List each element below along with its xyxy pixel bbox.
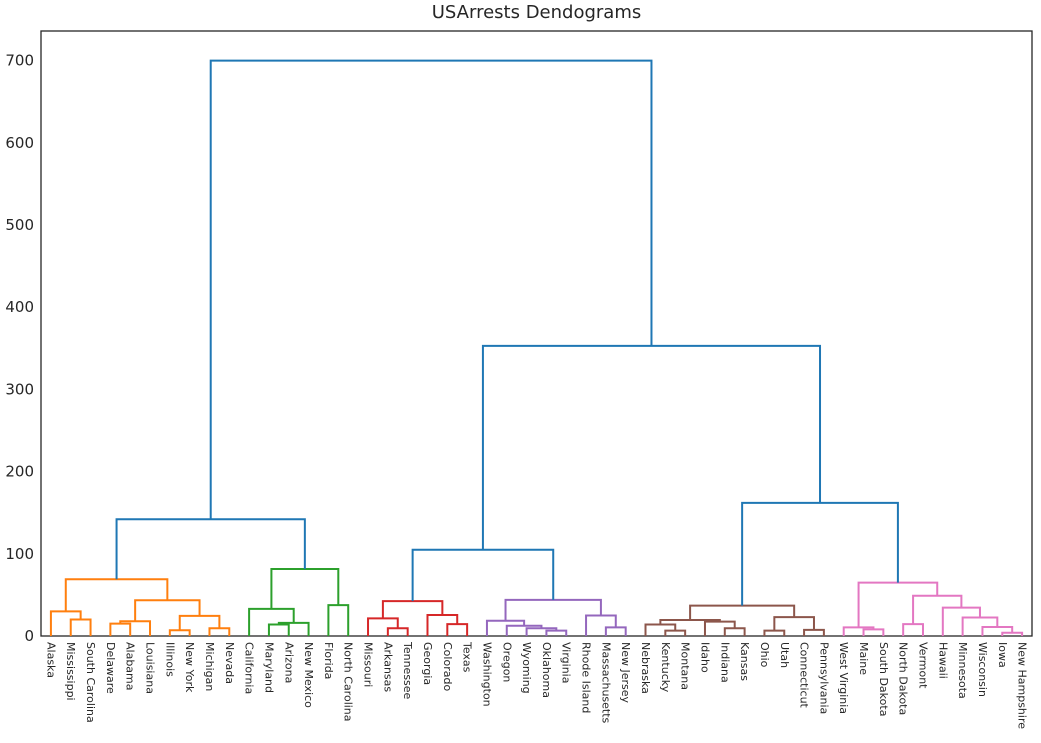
x-tick-label: Indiana [718, 642, 731, 683]
x-tick-label: Arkansas [381, 642, 394, 692]
dendrogram-link [485, 619, 526, 636]
x-tick-label: New Mexico [302, 642, 315, 708]
dendrogram-link [69, 618, 92, 636]
x-tick-label: Georgia [421, 642, 434, 685]
y-tick-label: 100 [5, 545, 34, 563]
x-tick-label: Kansas [738, 642, 751, 681]
dendrogram-link [525, 627, 558, 636]
x-tick-label: Iowa [996, 642, 1009, 668]
x-tick-label: New Hampshire [1016, 642, 1029, 729]
x-tick-label: Nebraska [639, 642, 652, 694]
x-tick-label: North Carolina [342, 642, 355, 722]
x-tick-label: Illinois [163, 642, 176, 677]
dendrogram-link [426, 614, 459, 636]
dendrogram-link [857, 581, 939, 628]
dendrogram-link [723, 627, 746, 636]
dendrogram-link [763, 629, 786, 636]
y-tick-label: 700 [5, 52, 34, 70]
y-tick-label: 300 [5, 380, 34, 398]
x-tick-label: Delaware [104, 642, 117, 694]
x-tick-label: Missouri [362, 642, 375, 687]
dendrogram-link [902, 623, 924, 636]
dendrogram-link [773, 616, 815, 631]
x-tick-label: New York [183, 642, 196, 693]
dendrogram-link [411, 548, 555, 602]
chart-title: USArrests Dendograms [431, 2, 642, 23]
dendrogram-link [327, 604, 350, 636]
x-tick-label: Louisiana [144, 642, 157, 694]
x-tick-label: Alaska [44, 642, 57, 678]
dendrogram-link [270, 568, 340, 609]
dendrogram-link [941, 606, 981, 636]
dendrogram-link [862, 628, 885, 636]
dendrogram-link [109, 622, 132, 636]
x-tick-label: California [243, 642, 256, 694]
dendrogram-link [912, 594, 963, 625]
x-tick-label: Montana [679, 642, 692, 690]
x-tick-label: Vermont [916, 642, 929, 689]
x-tick-label: Texas [461, 641, 474, 673]
dendrogram-link [803, 628, 825, 636]
dendrogram-link [134, 599, 201, 622]
x-tick-label: Oklahoma [540, 642, 553, 698]
x-tick-label: Pennsylvania [817, 642, 830, 714]
x-tick-label: Ohio [758, 642, 771, 668]
x-tick-label: Kentucky [659, 642, 672, 693]
y-tick-label: 400 [5, 298, 34, 316]
x-tick-label: New Jersey [619, 642, 632, 704]
y-tick-label: 0 [24, 627, 34, 645]
y-tick-label: 500 [5, 216, 34, 234]
x-tick-label: South Dakota [877, 642, 890, 716]
y-tick-label: 200 [5, 463, 34, 481]
dendrogram-link [386, 627, 409, 636]
x-tick-label: Mississippi [64, 642, 77, 701]
x-tick-label: Wyoming [520, 642, 533, 694]
x-tick-label: Oregon [500, 642, 513, 682]
dendrogram-link [664, 629, 687, 636]
x-tick-label: Wisconsin [976, 642, 989, 697]
x-tick-label: Washington [480, 642, 493, 707]
dendrogram-link [545, 629, 568, 636]
dendrogram-link [267, 623, 290, 636]
dendrogram-link [481, 344, 822, 550]
x-tick-label: Michigan [203, 642, 216, 691]
x-tick-label: Virginia [560, 642, 573, 683]
x-tick-label: Hawaii [936, 642, 949, 679]
dendrogram-link [741, 501, 899, 606]
dendrogram-link [209, 59, 653, 520]
x-tick-label: South Carolina [84, 642, 97, 723]
x-tick-label: Nevada [223, 642, 236, 684]
x-tick-label: Idaho [698, 642, 711, 673]
x-tick-label: West Virginia [837, 642, 850, 714]
x-tick-label: Connecticut [798, 642, 811, 709]
x-tick-label: Massachusetts [599, 642, 612, 724]
x-tick-label: Minnesota [956, 642, 969, 699]
dendrogram-link [208, 627, 231, 636]
x-tick-label: Maine [857, 642, 870, 675]
x-tick-label: Arizona [282, 642, 295, 683]
dendrogram-link [981, 625, 1014, 636]
x-tick-label: Colorado [441, 642, 454, 691]
dendrogram-link [49, 610, 82, 636]
x-tick-label: Alabama [124, 642, 137, 691]
dendrogram-link [446, 623, 469, 636]
dendrogram-link [115, 518, 306, 580]
x-tick-label: Rhode Island [580, 642, 593, 713]
dendrogram-link [604, 626, 627, 636]
y-tick-label: 600 [5, 134, 34, 152]
dendrogram-link [585, 614, 617, 636]
plot-border [40, 30, 1033, 637]
x-tick-label: Florida [322, 642, 335, 679]
dendrogram-link [367, 617, 399, 636]
dendrogram-link [168, 629, 191, 636]
dendrogram-link [64, 578, 169, 612]
x-tick-label: Maryland [262, 642, 275, 693]
x-tick-label: Tennessee [401, 641, 414, 700]
x-tick-label: Utah [778, 642, 791, 668]
x-tick-label: North Dakota [897, 642, 910, 715]
